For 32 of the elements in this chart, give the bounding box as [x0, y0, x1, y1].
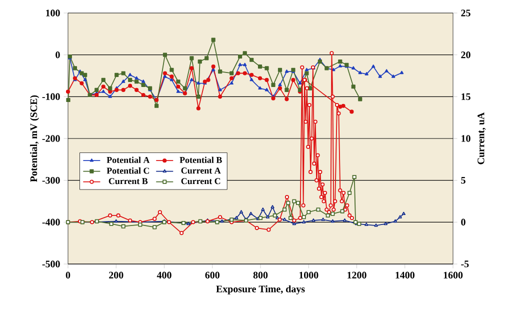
legend-label: Current C	[181, 178, 220, 184]
y-tick-label: -200	[42, 135, 60, 142]
y2-tick-label: 15	[462, 93, 470, 100]
y-axis-title: Potential, mV (SCE)	[30, 95, 40, 182]
y2-tick-label: 25	[461, 10, 470, 16]
legend-label: Potential A	[106, 156, 150, 164]
x-tick-label: 800	[253, 272, 268, 278]
y2-tick-label: 20	[461, 51, 470, 58]
y-tick-label: -300	[42, 176, 60, 184]
x-tick-label: 600	[205, 272, 220, 278]
legend-label: Potential B	[180, 156, 222, 164]
x-tick-label: 1200	[348, 272, 366, 278]
y-tick-label: 100	[46, 10, 60, 16]
y2-tick-label: 0	[461, 218, 466, 226]
y-tick-label: -400	[42, 218, 60, 226]
y2-tick-label: -5	[461, 260, 469, 268]
y-tick-label: -500	[42, 260, 60, 268]
x-tick-label: 1000	[299, 272, 318, 278]
legend-label: Current A	[181, 168, 221, 174]
legend-label: Potential C	[106, 167, 150, 174]
y2-tick-label: 5	[461, 177, 466, 184]
y-tick-label: 0	[56, 51, 60, 58]
x-tick-label: 1600	[444, 272, 463, 278]
y2-axis-title: Current, uA	[478, 112, 486, 164]
x-tick-label: 200	[109, 272, 124, 278]
x-tick-label: 0	[66, 272, 70, 278]
legend-label: Current B	[108, 178, 148, 184]
x-tick-label: 400	[156, 272, 172, 278]
y2-tick-label: 10	[462, 135, 470, 142]
x-axis-title: Exposure Time, days	[216, 285, 305, 294]
x-tick-label: 1400	[396, 272, 414, 278]
y-tick-label: -100	[42, 93, 60, 100]
